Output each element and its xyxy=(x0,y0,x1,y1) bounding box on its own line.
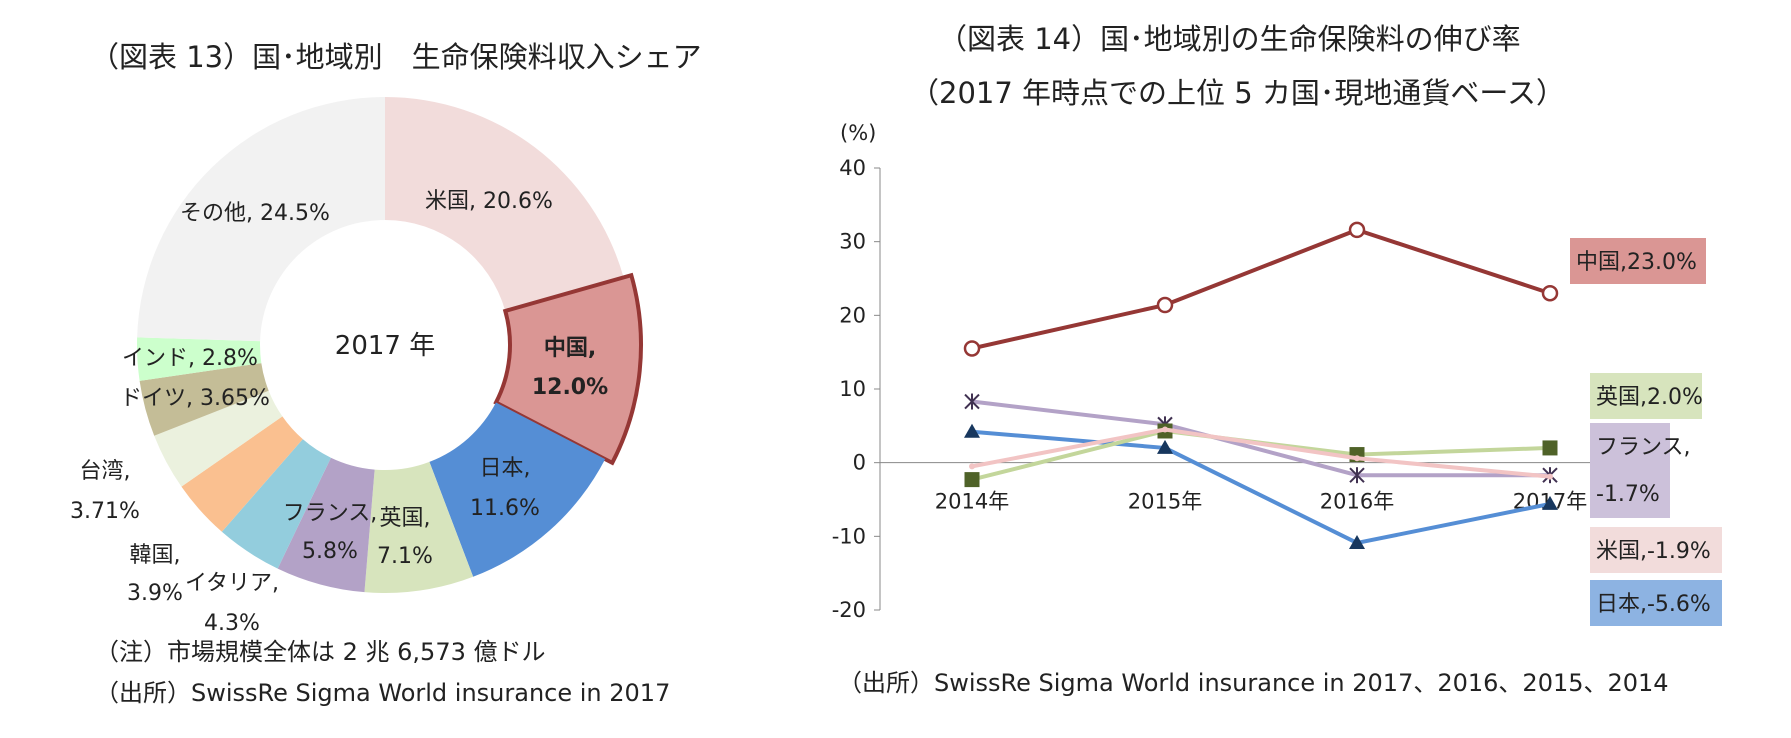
series-end-label-box xyxy=(1590,527,1722,573)
donut-slice xyxy=(139,363,269,436)
series-point xyxy=(1156,296,1174,314)
donut-slice-label: 英国, xyxy=(380,506,431,531)
donut-slice-label: その他, 24.5% xyxy=(180,201,330,226)
series-point xyxy=(964,423,980,438)
donut-slice-label: 韓国, xyxy=(130,543,181,568)
donut-chart-title: （図表 13）国･地域別 生命保険料収入シェア xyxy=(90,40,702,74)
donut-slice-label: 米国, 20.6% xyxy=(425,189,553,214)
series-point xyxy=(1542,495,1558,510)
series-point xyxy=(1348,221,1366,239)
donut-slice-label: イタリア, xyxy=(185,571,279,596)
series-point xyxy=(1547,473,1553,480)
donut-slice-label: フランス, xyxy=(283,501,378,526)
donut-slice-value-label: 3.71% xyxy=(70,499,140,524)
series-end-label-box xyxy=(1590,423,1670,518)
series-point xyxy=(1354,455,1360,462)
y-tick-label: 30 xyxy=(839,230,866,254)
donut-slice xyxy=(137,97,385,342)
donut-slice-value-label: 12.0% xyxy=(532,375,608,400)
donut-chart-source: （出所）SwissRe Sigma World insurance in 201… xyxy=(95,679,671,707)
line-chart: 403020100-10-20(%)2014年2015年2016年2017年中国… xyxy=(832,121,1722,626)
y-tick-label: 10 xyxy=(839,377,866,401)
donut-slice xyxy=(181,416,303,532)
series-line xyxy=(971,227,1551,351)
donut-center-label: 2017 年 xyxy=(335,331,435,361)
donut-slice-label: 台湾, xyxy=(80,459,131,484)
series-end-label: 日本,-5.6% xyxy=(1596,592,1711,617)
donut-slice-label: インド, 2.8% xyxy=(122,346,258,371)
line-chart-title-line2: （2017 年時点での上位 5 カ国･現地通貨ベース） xyxy=(910,76,1565,110)
series-point xyxy=(1541,284,1559,302)
donut-slice-value-label: 3.9% xyxy=(127,581,183,606)
series-point xyxy=(969,463,975,470)
donut-slice-value-label: 5.8% xyxy=(302,539,358,564)
series-point xyxy=(1542,440,1558,456)
series-line xyxy=(971,399,1550,478)
series-point xyxy=(964,472,980,488)
donut-slice xyxy=(385,97,624,311)
x-tick-label: 2014年 xyxy=(935,490,1009,514)
donut-slice-label: 日本, xyxy=(480,456,531,481)
y-tick-label: -10 xyxy=(832,524,866,548)
y-tick-label: -20 xyxy=(832,598,866,622)
donut-slice xyxy=(136,337,262,381)
series-point xyxy=(1162,426,1168,433)
series-point xyxy=(964,393,980,410)
y-tick-label: 20 xyxy=(839,303,866,327)
donut-slice-value-label: 7.1% xyxy=(377,544,433,569)
series-point xyxy=(1349,534,1365,549)
series-end-label-box xyxy=(1590,580,1722,626)
donut-slice-value-label: 4.3% xyxy=(204,611,260,636)
donut-slice-value-label: 11.6% xyxy=(470,496,540,521)
series-end-label-box xyxy=(1570,238,1706,284)
donut-chart-note: （注）市場規模全体は 2 兆 6,573 億ドル xyxy=(95,638,546,666)
donut-slice xyxy=(429,402,606,577)
series-end-label-value: -1.7% xyxy=(1596,482,1660,507)
series-point xyxy=(1349,467,1365,484)
series-end-label: 中国,23.0% xyxy=(1576,250,1697,275)
donut-slice xyxy=(277,457,375,593)
series-end-label: 英国,2.0% xyxy=(1596,385,1703,410)
y-tick-label: 40 xyxy=(839,156,866,180)
donut-slice xyxy=(493,272,643,466)
donut-slice-label: ドイツ, 3.65% xyxy=(120,386,270,411)
x-tick-label: 2015年 xyxy=(1128,490,1202,514)
series-end-label-box xyxy=(1590,373,1702,419)
series-line xyxy=(971,427,1551,479)
series-end-label: 米国,-1.9% xyxy=(1596,539,1711,564)
line-chart-title-line1: （図表 14）国･地域別の生命保険料の伸び率 xyxy=(938,22,1521,56)
y-unit-label: (%) xyxy=(840,121,876,145)
donut-slice xyxy=(154,390,283,487)
series-line xyxy=(971,429,1551,545)
series-end-label: フランス, xyxy=(1596,435,1691,460)
x-tick-label: 2016年 xyxy=(1320,490,1394,514)
series-point xyxy=(963,340,981,357)
donut-slice xyxy=(364,461,474,593)
series-point xyxy=(1157,439,1173,454)
line-chart-source: （出所）SwissRe Sigma World insurance in 201… xyxy=(838,669,1669,697)
donut-slice xyxy=(221,439,331,569)
y-tick-label: 0 xyxy=(853,451,866,475)
donut-chart: 米国, 20.6% 中国, 12.0% 日本, 11.6% 英国, 7.1% フランス, 5.8… xyxy=(70,97,643,636)
donut-slice-label: 中国, xyxy=(544,336,596,361)
